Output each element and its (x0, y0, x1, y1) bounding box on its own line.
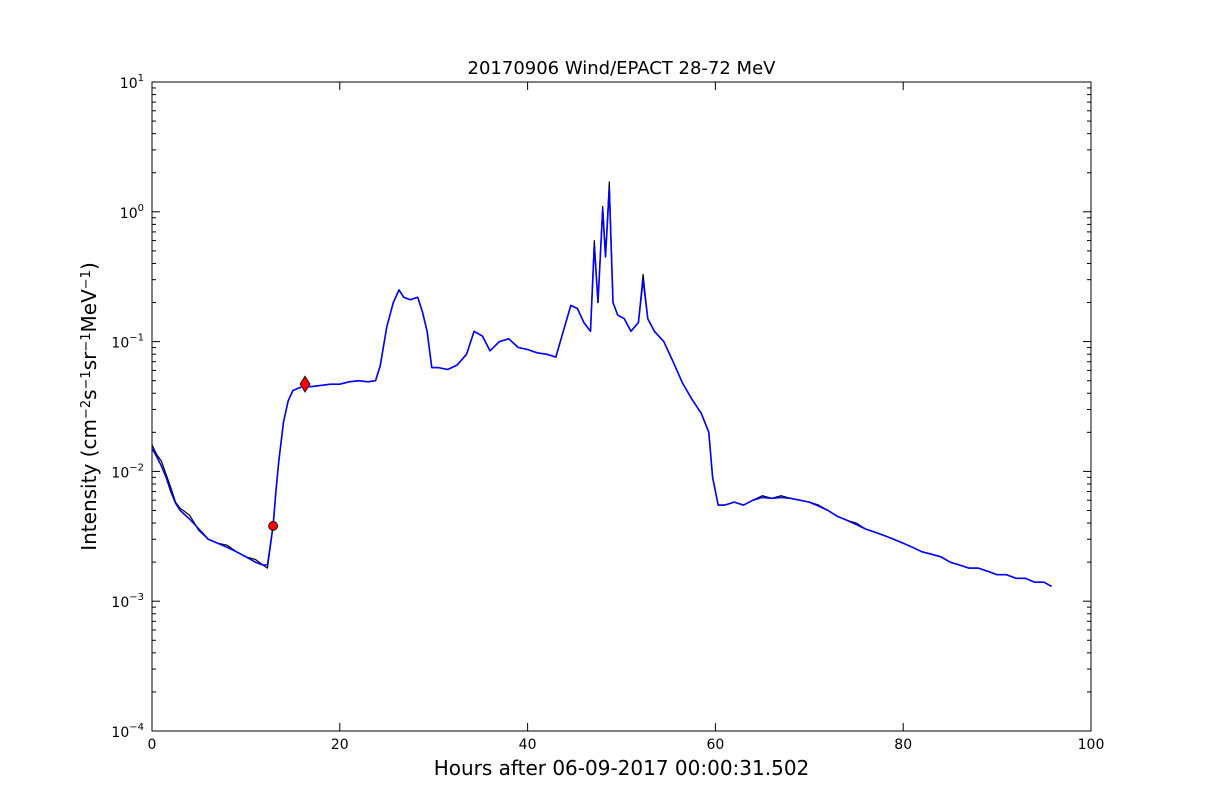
series-layer (151, 181, 1052, 588)
y-axis: 10−4 10−3 10−2 10−1 100 101 (111, 73, 1091, 741)
x-tick-label: 40 (519, 737, 537, 753)
y-tick-label: 10−1 (111, 333, 144, 352)
x-tick-label: 60 (706, 737, 724, 753)
y-tick-label: 100 (120, 203, 144, 222)
plot-frame (151, 81, 1092, 732)
plot-area: 0 20 40 60 80 100 10−4 10−3 10−2 10−1 100 101 (111, 73, 1104, 753)
x-axis: 0 20 40 60 80 100 (148, 82, 1105, 753)
x-axis-label: Hours after 06-09-2017 00:00:31.502 (434, 756, 810, 780)
y-tick-label: 101 (120, 73, 144, 92)
chart-title: 20170906 Wind/EPACT 28-72 MeV (468, 58, 777, 79)
y-axis-label-part: ) (77, 262, 101, 270)
series-line-smoothed (151, 188, 1052, 588)
y-axis-label: Intensity (cm−2s−1sr−1MeV−1) (77, 262, 101, 551)
y-axis-label-part: s (77, 389, 101, 399)
y-tick-label: 10−3 (111, 592, 144, 611)
onset-marker (268, 521, 279, 531)
y-axis-label-exponent: −1 (79, 270, 94, 289)
x-tick-label: 0 (148, 737, 157, 753)
y-axis-label-exponent: −2 (79, 400, 94, 419)
y-axis-label-part: Intensity (cm (77, 419, 101, 551)
x-tick-label: 80 (894, 737, 912, 753)
y-axis-label-part: MeV (77, 289, 101, 333)
y-axis-label-exponent: −1 (79, 332, 94, 351)
y-tick-label: 10−2 (111, 462, 144, 481)
peak-marker (299, 375, 311, 393)
y-axis-label-exponent: −1 (79, 370, 94, 389)
y-axis-label-part: sr (77, 351, 101, 370)
x-tick-label: 20 (331, 737, 349, 753)
y-tick-label: 10−4 (111, 722, 144, 741)
x-tick-label: 100 (1078, 737, 1105, 753)
marker-layer (268, 375, 311, 531)
